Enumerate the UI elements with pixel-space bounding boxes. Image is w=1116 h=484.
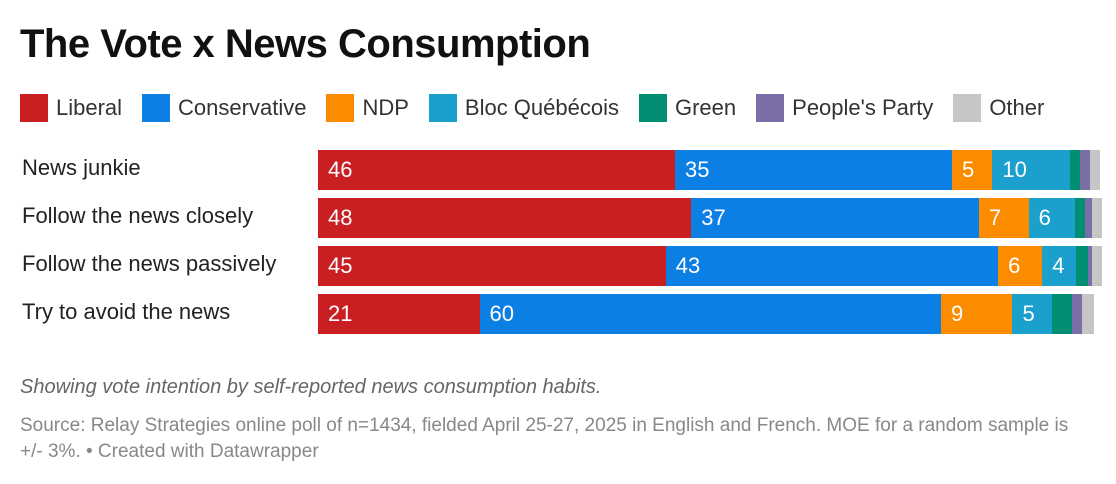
bar-segment: 35: [674, 150, 953, 190]
bar-segment: [1076, 246, 1089, 286]
bar-segment: [1052, 294, 1073, 334]
bar-segment: [1091, 246, 1102, 286]
bar-segment: [1090, 150, 1101, 190]
legend-item: Other: [953, 94, 1044, 122]
legend: Liberal Conservative NDP Bloc Québécois Gree…: [20, 94, 1064, 122]
legend-label: Liberal: [56, 95, 123, 120]
bar-segment: 5: [951, 150, 993, 190]
chart-note: Showing vote intention by self-reported …: [20, 376, 602, 398]
legend-swatch: [638, 94, 667, 122]
category-label: Follow the news passively: [22, 251, 277, 276]
category-label: Follow the news closely: [22, 203, 254, 228]
bar-segment: [1069, 150, 1081, 190]
chart-title: The Vote x News Consumption: [20, 22, 591, 66]
bar-segment: [1091, 198, 1102, 238]
category-label: News junkie: [22, 155, 141, 180]
bar-segment: 4: [1042, 246, 1077, 286]
bar-segment: 9: [940, 294, 1013, 334]
legend-swatch: [20, 94, 48, 122]
bar-segment: 48: [318, 198, 692, 238]
bar-segment: 5: [1012, 294, 1053, 334]
bar-segment: [1072, 294, 1083, 334]
legend-item: Liberal: [20, 94, 122, 122]
legend-label: Other: [989, 95, 1045, 120]
legend-item: Conservative: [142, 94, 306, 122]
bar-segment: 6: [998, 246, 1043, 286]
bar-segment: [1075, 198, 1086, 238]
legend-label: Green: [674, 95, 737, 120]
bar-segment: 46: [318, 150, 676, 190]
legend-label: People's Party: [792, 95, 934, 120]
bar-segment: 43: [665, 246, 999, 286]
legend-label: NDP: [362, 95, 409, 120]
bar-segment: 21: [318, 294, 480, 334]
bar-segment: [1085, 198, 1096, 238]
bar-segment: 60: [479, 294, 942, 334]
legend-label: Bloc Québécois: [464, 95, 619, 120]
legend-item: People's Party: [756, 94, 933, 122]
legend-swatch: [756, 94, 785, 122]
legend-item: NDP: [326, 94, 409, 122]
bar-segment: 6: [1028, 198, 1076, 238]
category-label: Try to avoid the news: [22, 299, 231, 324]
legend-item: Bloc Québécois: [428, 94, 619, 122]
legend-label: Conservative: [178, 95, 307, 120]
legend-swatch: [953, 94, 982, 122]
legend-item: Green: [638, 94, 737, 122]
bar-segment: [1082, 294, 1095, 334]
legend-swatch: [428, 94, 457, 122]
chart-source: Source: Relay Strategies online poll of …: [20, 415, 1069, 462]
bar-segment: 37: [691, 198, 980, 238]
legend-swatch: [142, 94, 171, 122]
bar-segment: 10: [992, 150, 1071, 190]
bar-segment: [1080, 150, 1091, 190]
legend-swatch: [326, 94, 355, 122]
bar-segment: 7: [978, 198, 1030, 238]
bar-segment: 45: [318, 246, 667, 286]
